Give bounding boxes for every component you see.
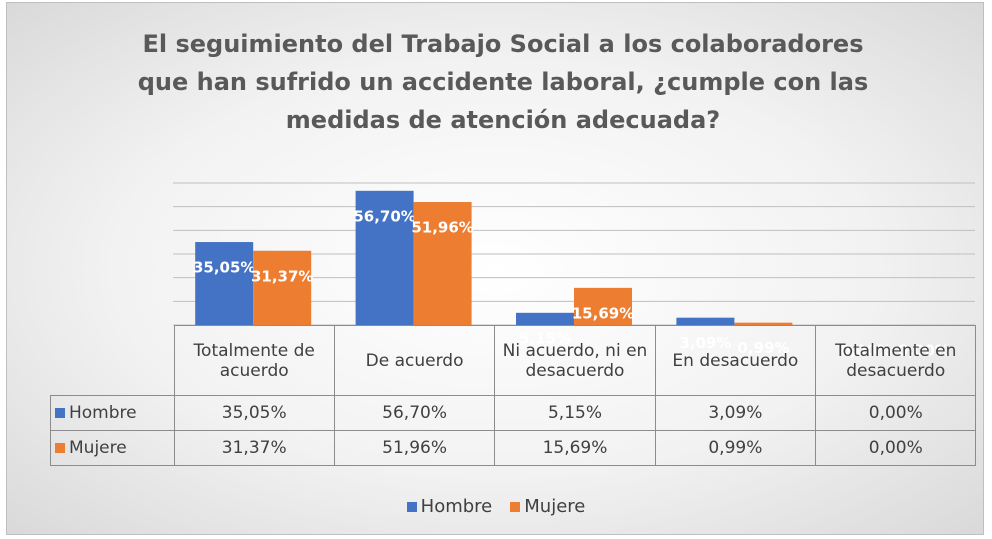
bar bbox=[195, 242, 254, 325]
table-value: 31,37% bbox=[173, 430, 335, 466]
table-value: 0,00% bbox=[815, 430, 977, 466]
bar bbox=[734, 322, 793, 325]
legend-key bbox=[55, 443, 65, 453]
series-name: Hombre bbox=[69, 403, 137, 423]
table-value: 15,69% bbox=[494, 430, 656, 466]
table-value: 3,09% bbox=[654, 395, 817, 431]
data-label: 35,05% bbox=[193, 259, 255, 277]
table-value: 5,15% bbox=[494, 395, 656, 431]
bar bbox=[516, 312, 574, 325]
legend-key bbox=[510, 502, 521, 512]
legend-key bbox=[55, 408, 65, 418]
legend-item: Mujere bbox=[510, 496, 585, 517]
category-label: Totalmente de acuerdo bbox=[173, 325, 335, 396]
legend: Hombre Mujere bbox=[0, 496, 992, 517]
category-label: Ni acuerdo, ni en desacuerdo bbox=[494, 325, 656, 396]
table-row: Hombre 35,05% 56,70% 5,15% 3,09% 0,00% bbox=[50, 395, 977, 431]
legend-label: Mujere bbox=[524, 496, 586, 517]
category-label: De acuerdo bbox=[333, 325, 496, 396]
table-value: 56,70% bbox=[333, 395, 496, 431]
chart-title: El seguimiento del Trabajo Social a los … bbox=[137, 30, 869, 134]
legend-item: Hombre bbox=[406, 496, 493, 517]
series-label: Hombre bbox=[50, 395, 175, 431]
table-corner bbox=[51, 326, 175, 396]
table-value: 0,99% bbox=[654, 430, 817, 466]
data-table: Totalmente de acuerdo De acuerdo Ni acuerd… bbox=[50, 325, 977, 466]
table-row: Mujere 31,37% 51,96% 15,69% 0,99% 0,00% bbox=[50, 430, 977, 466]
data-label: 31,37% bbox=[251, 267, 313, 285]
bar bbox=[413, 202, 472, 325]
data-label: 15,69% bbox=[572, 304, 634, 322]
series-name: Mujere bbox=[69, 438, 127, 458]
table-row: Totalmente de acuerdo De acuerdo Ni acuerd… bbox=[51, 325, 977, 396]
table-value: 0,00% bbox=[815, 395, 977, 431]
table-value: 51,96% bbox=[333, 430, 496, 466]
category-label: En desacuerdo bbox=[654, 325, 817, 396]
bar bbox=[676, 317, 735, 325]
bar bbox=[574, 287, 632, 325]
table-value: 35,05% bbox=[173, 395, 335, 431]
category-label: Totalmente en desacuerdo bbox=[815, 325, 977, 396]
legend-label: Hombre bbox=[420, 496, 493, 517]
bar bbox=[253, 250, 312, 325]
legend-key bbox=[406, 502, 417, 512]
bar bbox=[355, 190, 414, 325]
data-label: 51,96% bbox=[411, 219, 473, 237]
series-label: Mujere bbox=[50, 430, 175, 466]
data-label: 56,70% bbox=[353, 207, 415, 225]
